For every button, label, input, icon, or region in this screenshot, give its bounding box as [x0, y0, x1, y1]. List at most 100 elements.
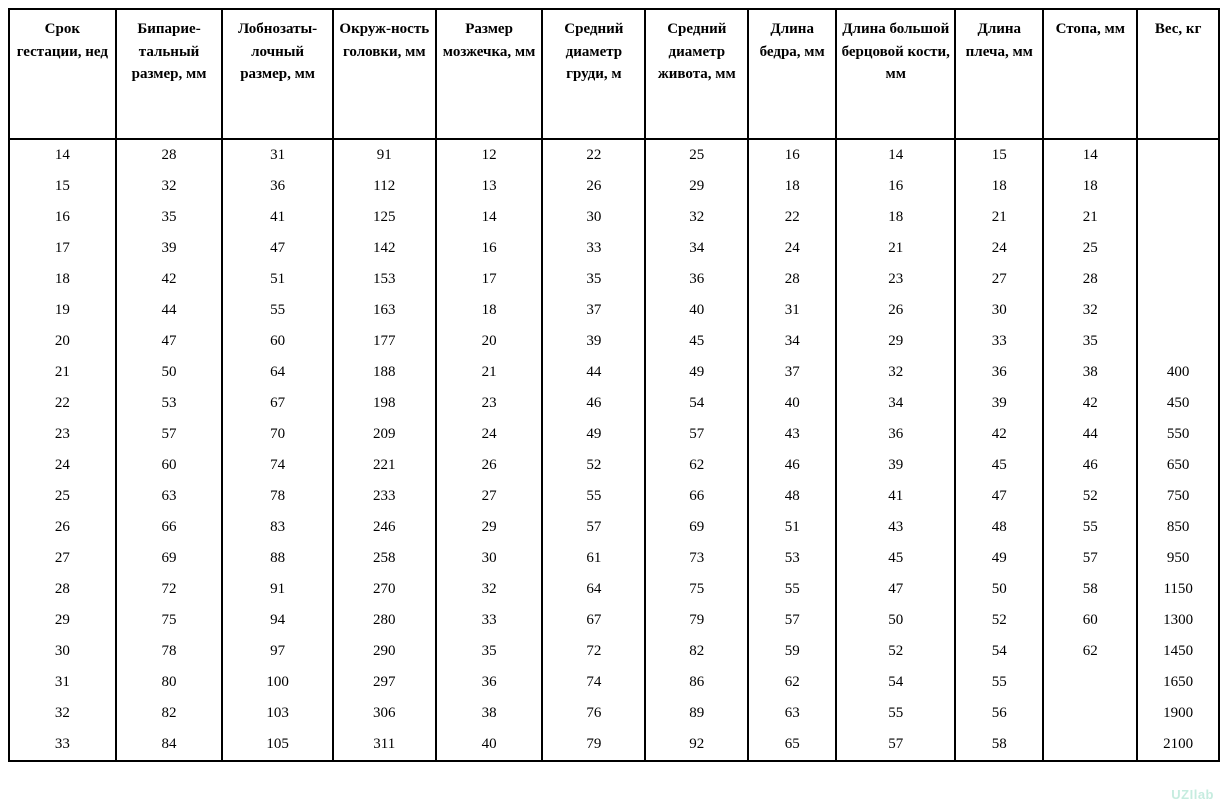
- table-cell: 46: [1043, 450, 1137, 481]
- col-header-frontooccipital: Лобнозаты-лочный размер, мм: [222, 9, 332, 139]
- table-cell: 1300: [1137, 605, 1219, 636]
- table-cell: 22: [542, 139, 645, 171]
- table-cell: 24: [436, 419, 543, 450]
- table-cell: 45: [645, 326, 748, 357]
- table-cell: 23: [9, 419, 116, 450]
- table-cell: 1450: [1137, 636, 1219, 667]
- table-cell: 49: [955, 543, 1043, 574]
- table-cell: 53: [116, 388, 223, 419]
- table-cell: 1900: [1137, 698, 1219, 729]
- table-cell: 69: [645, 512, 748, 543]
- table-cell: [1137, 139, 1219, 171]
- table-cell: 32: [116, 171, 223, 202]
- table-cell: 32: [9, 698, 116, 729]
- table-cell: [1043, 698, 1137, 729]
- table-cell: 750: [1137, 481, 1219, 512]
- table-cell: 54: [645, 388, 748, 419]
- table-cell: 48: [748, 481, 836, 512]
- table-row: 307897290357282595254621450: [9, 636, 1219, 667]
- table-cell: 112: [333, 171, 436, 202]
- table-cell: 233: [333, 481, 436, 512]
- table-cell: 64: [542, 574, 645, 605]
- table-cell: 21: [436, 357, 543, 388]
- table-cell: 37: [542, 295, 645, 326]
- table-row: 18425115317353628232728: [9, 264, 1219, 295]
- table-cell: 83: [222, 512, 332, 543]
- table-row: 20476017720394534293335: [9, 326, 1219, 357]
- table-cell: 42: [955, 419, 1043, 450]
- table-cell: 650: [1137, 450, 1219, 481]
- table-cell: 850: [1137, 512, 1219, 543]
- table-cell: 21: [1043, 202, 1137, 233]
- table-cell: 58: [1043, 574, 1137, 605]
- table-cell: 14: [9, 139, 116, 171]
- table-cell: 270: [333, 574, 436, 605]
- table-cell: 19: [9, 295, 116, 326]
- table-cell: 17: [9, 233, 116, 264]
- table-cell: 56: [955, 698, 1043, 729]
- table-cell: 52: [1043, 481, 1137, 512]
- table-cell: 39: [542, 326, 645, 357]
- table-row: 17394714216333424212425: [9, 233, 1219, 264]
- table-cell: 94: [222, 605, 332, 636]
- table-cell: 23: [436, 388, 543, 419]
- fetal-biometry-table: Срок гестации, нед Бипарие-тальный разме…: [8, 8, 1220, 762]
- table-cell: 50: [955, 574, 1043, 605]
- table-cell: 50: [116, 357, 223, 388]
- table-cell: 28: [9, 574, 116, 605]
- table-cell: 15: [9, 171, 116, 202]
- table-cell: 51: [222, 264, 332, 295]
- table-cell: 221: [333, 450, 436, 481]
- table-cell: 91: [333, 139, 436, 171]
- table-row: 33841053114079926557582100: [9, 729, 1219, 761]
- table-cell: 40: [645, 295, 748, 326]
- table-cell: 63: [116, 481, 223, 512]
- table-cell: 39: [116, 233, 223, 264]
- table-cell: 14: [1043, 139, 1137, 171]
- table-cell: 28: [1043, 264, 1137, 295]
- table-cell: 41: [836, 481, 955, 512]
- table-cell: 40: [436, 729, 543, 761]
- table-cell: 25: [1043, 233, 1137, 264]
- col-header-cerebellum: Размер мозжечка, мм: [436, 9, 543, 139]
- table-cell: 57: [1043, 543, 1137, 574]
- table-cell: 57: [645, 419, 748, 450]
- table-cell: 1650: [1137, 667, 1219, 698]
- table-cell: 89: [645, 698, 748, 729]
- table-cell: 50: [836, 605, 955, 636]
- table-cell: 38: [1043, 357, 1137, 388]
- table-cell: 46: [542, 388, 645, 419]
- table-cell: 35: [116, 202, 223, 233]
- table-row: 24607422126526246394546650: [9, 450, 1219, 481]
- table-cell: 51: [748, 512, 836, 543]
- table-cell: 28: [116, 139, 223, 171]
- table-cell: 18: [1043, 171, 1137, 202]
- table-cell: 35: [436, 636, 543, 667]
- table-cell: 26: [9, 512, 116, 543]
- table-cell: 55: [955, 667, 1043, 698]
- table-cell: 29: [836, 326, 955, 357]
- table-cell: 63: [748, 698, 836, 729]
- table-row: 23577020924495743364244550: [9, 419, 1219, 450]
- table-cell: 48: [955, 512, 1043, 543]
- table-cell: 39: [836, 450, 955, 481]
- col-header-humerus: Длина плеча, мм: [955, 9, 1043, 139]
- col-header-weight: Вес, кг: [1137, 9, 1219, 139]
- table-cell: 78: [222, 481, 332, 512]
- table-row: 32821033063876896355561900: [9, 698, 1219, 729]
- table-cell: 27: [9, 543, 116, 574]
- table-cell: 950: [1137, 543, 1219, 574]
- table-cell: 26: [542, 171, 645, 202]
- col-header-head-circ: Окруж-ность головки, мм: [333, 9, 436, 139]
- col-header-chest-diam: Средний диаметр груди, м: [542, 9, 645, 139]
- table-cell: 47: [116, 326, 223, 357]
- table-cell: 49: [645, 357, 748, 388]
- table-cell: 70: [222, 419, 332, 450]
- table-cell: 78: [116, 636, 223, 667]
- table-cell: 74: [542, 667, 645, 698]
- table-cell: 20: [436, 326, 543, 357]
- table-cell: 36: [955, 357, 1043, 388]
- table-cell: 62: [748, 667, 836, 698]
- table-cell: 23: [836, 264, 955, 295]
- table-cell: 100: [222, 667, 332, 698]
